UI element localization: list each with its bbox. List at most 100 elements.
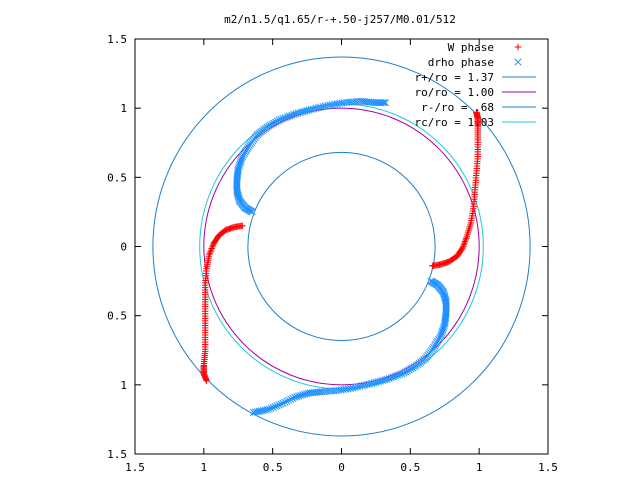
drho-phase-point <box>275 401 283 409</box>
drho-phase-point <box>251 408 259 416</box>
drho-phase-point <box>283 113 291 121</box>
w-phase-point <box>206 250 214 257</box>
legend-label-rc-ro-1-03: rc/ro = 1.03 <box>415 116 494 129</box>
circle-r-ro-68 <box>247 151 436 342</box>
w-phase-point <box>462 236 469 244</box>
drho-phase-point <box>307 105 315 114</box>
drho-phase-point <box>235 194 243 202</box>
drho-phase-point <box>268 120 276 128</box>
w-phase-point <box>207 246 215 254</box>
drho-phase-point <box>266 121 274 129</box>
y-tick-label: 0 <box>120 241 127 254</box>
drho-phase-point <box>249 408 257 417</box>
drho-phase-point <box>234 193 243 201</box>
drho-phase-point <box>267 404 275 412</box>
y-tick-label: 0.5 <box>107 310 127 323</box>
x-tick-label: 1 <box>201 461 208 474</box>
drho-phase-point <box>301 107 309 115</box>
legend-marker-w-phase <box>514 43 522 51</box>
w-phase-point <box>211 239 218 246</box>
y-tick-label: 1.5 <box>107 33 127 46</box>
drho-phase-point <box>270 119 278 127</box>
drho-phase-point <box>368 379 376 388</box>
drho-phase-point <box>440 291 448 299</box>
drho-phase-point <box>297 391 305 400</box>
w-phase-point <box>461 239 468 247</box>
w-phase-point <box>460 243 467 250</box>
drho-phase-point <box>400 369 408 377</box>
w-phase-point <box>459 244 466 252</box>
w-phase-point <box>461 238 469 245</box>
w-phase-point <box>210 240 217 247</box>
drho-phase-point <box>271 403 279 411</box>
drho-phase-point <box>293 393 301 401</box>
drho-phase-point <box>363 381 371 389</box>
drho-phase-point <box>314 104 322 112</box>
drho-phase-point <box>402 368 410 376</box>
drho-phase-point <box>378 99 386 107</box>
drho-phase-point <box>370 379 378 387</box>
drho-phase-point <box>358 382 366 390</box>
drho-phase-point <box>376 377 384 385</box>
drho-phase-point <box>303 107 311 115</box>
drho-phase-point <box>291 393 299 401</box>
ticks-layer: 1.5 1 0.5 0 0.5 1 1.51.510.500.511.5 <box>107 33 558 474</box>
drho-phase-point <box>379 376 387 385</box>
drho-phase-point <box>294 109 302 117</box>
w-phase-point <box>209 242 217 249</box>
drho-phase-point <box>356 382 364 390</box>
drho-phase-point <box>299 391 307 399</box>
chart-title: m2/n1.5/q1.65/r-+.50-j257/M0.01/512 <box>224 13 456 26</box>
drho-phase-point <box>310 105 318 113</box>
legend-label-ro-ro-1-00: ro/ro = 1.00 <box>415 86 494 99</box>
y-tick-label: 1 <box>120 102 127 115</box>
drho-phase-point <box>287 395 295 403</box>
circle-r-ro-1-37 <box>152 56 531 437</box>
x-tick-label: 1.5 <box>125 461 145 474</box>
drho-phase-point <box>396 371 404 379</box>
drho-phase-point <box>405 366 413 374</box>
drho-phase-point <box>409 364 417 372</box>
drho-phase-point <box>279 399 287 407</box>
drho-phase-point <box>394 371 402 379</box>
w-phase-point <box>462 235 470 242</box>
x-tick-label: 1 <box>476 461 483 474</box>
y-tick-label: 1.5 <box>107 448 127 461</box>
points-layer <box>200 97 481 417</box>
drho-phase-point <box>279 114 287 122</box>
drho-phase-point <box>281 398 289 406</box>
drho-phase-point <box>381 99 390 107</box>
drho-phase-point <box>383 375 391 383</box>
drho-phase-point <box>277 400 285 408</box>
drho-phase-point <box>389 373 397 381</box>
legend-label-r-ro-68: r-/ro = .68 <box>421 101 494 114</box>
w-phase-point <box>458 245 466 253</box>
drho-phase-point <box>296 108 304 117</box>
drho-phase-point <box>290 110 298 119</box>
drho-phase-point <box>385 374 393 383</box>
circle-rc-ro-1-03 <box>199 103 484 390</box>
drho-phase-point <box>398 370 406 378</box>
legend-marker-drho-phase <box>514 58 522 66</box>
drho-phase-point <box>285 396 293 404</box>
drho-phase-point <box>304 389 313 397</box>
drho-phase-point <box>269 403 277 411</box>
x-tick-label: 0 <box>338 461 345 474</box>
drho-phase-point <box>292 110 300 118</box>
drho-phase-point <box>264 122 273 130</box>
drho-phase-point <box>441 294 449 302</box>
drho-phase-point <box>302 390 311 398</box>
legend-label-drho-phase: drho phase <box>428 56 494 69</box>
drho-phase-point <box>265 405 273 413</box>
drho-phase-point <box>286 112 294 120</box>
drho-phase-point <box>380 99 388 107</box>
drho-phase-point <box>275 116 283 124</box>
w-phase-point <box>208 245 215 252</box>
drho-phase-point <box>281 114 289 122</box>
legend-label-w-phase: W phase <box>448 41 494 54</box>
drho-phase-point <box>439 288 447 296</box>
drho-phase-point <box>272 118 280 126</box>
drho-phase-point <box>299 108 307 116</box>
drho-phase-point <box>273 402 281 410</box>
drho-phase-point <box>392 372 400 380</box>
